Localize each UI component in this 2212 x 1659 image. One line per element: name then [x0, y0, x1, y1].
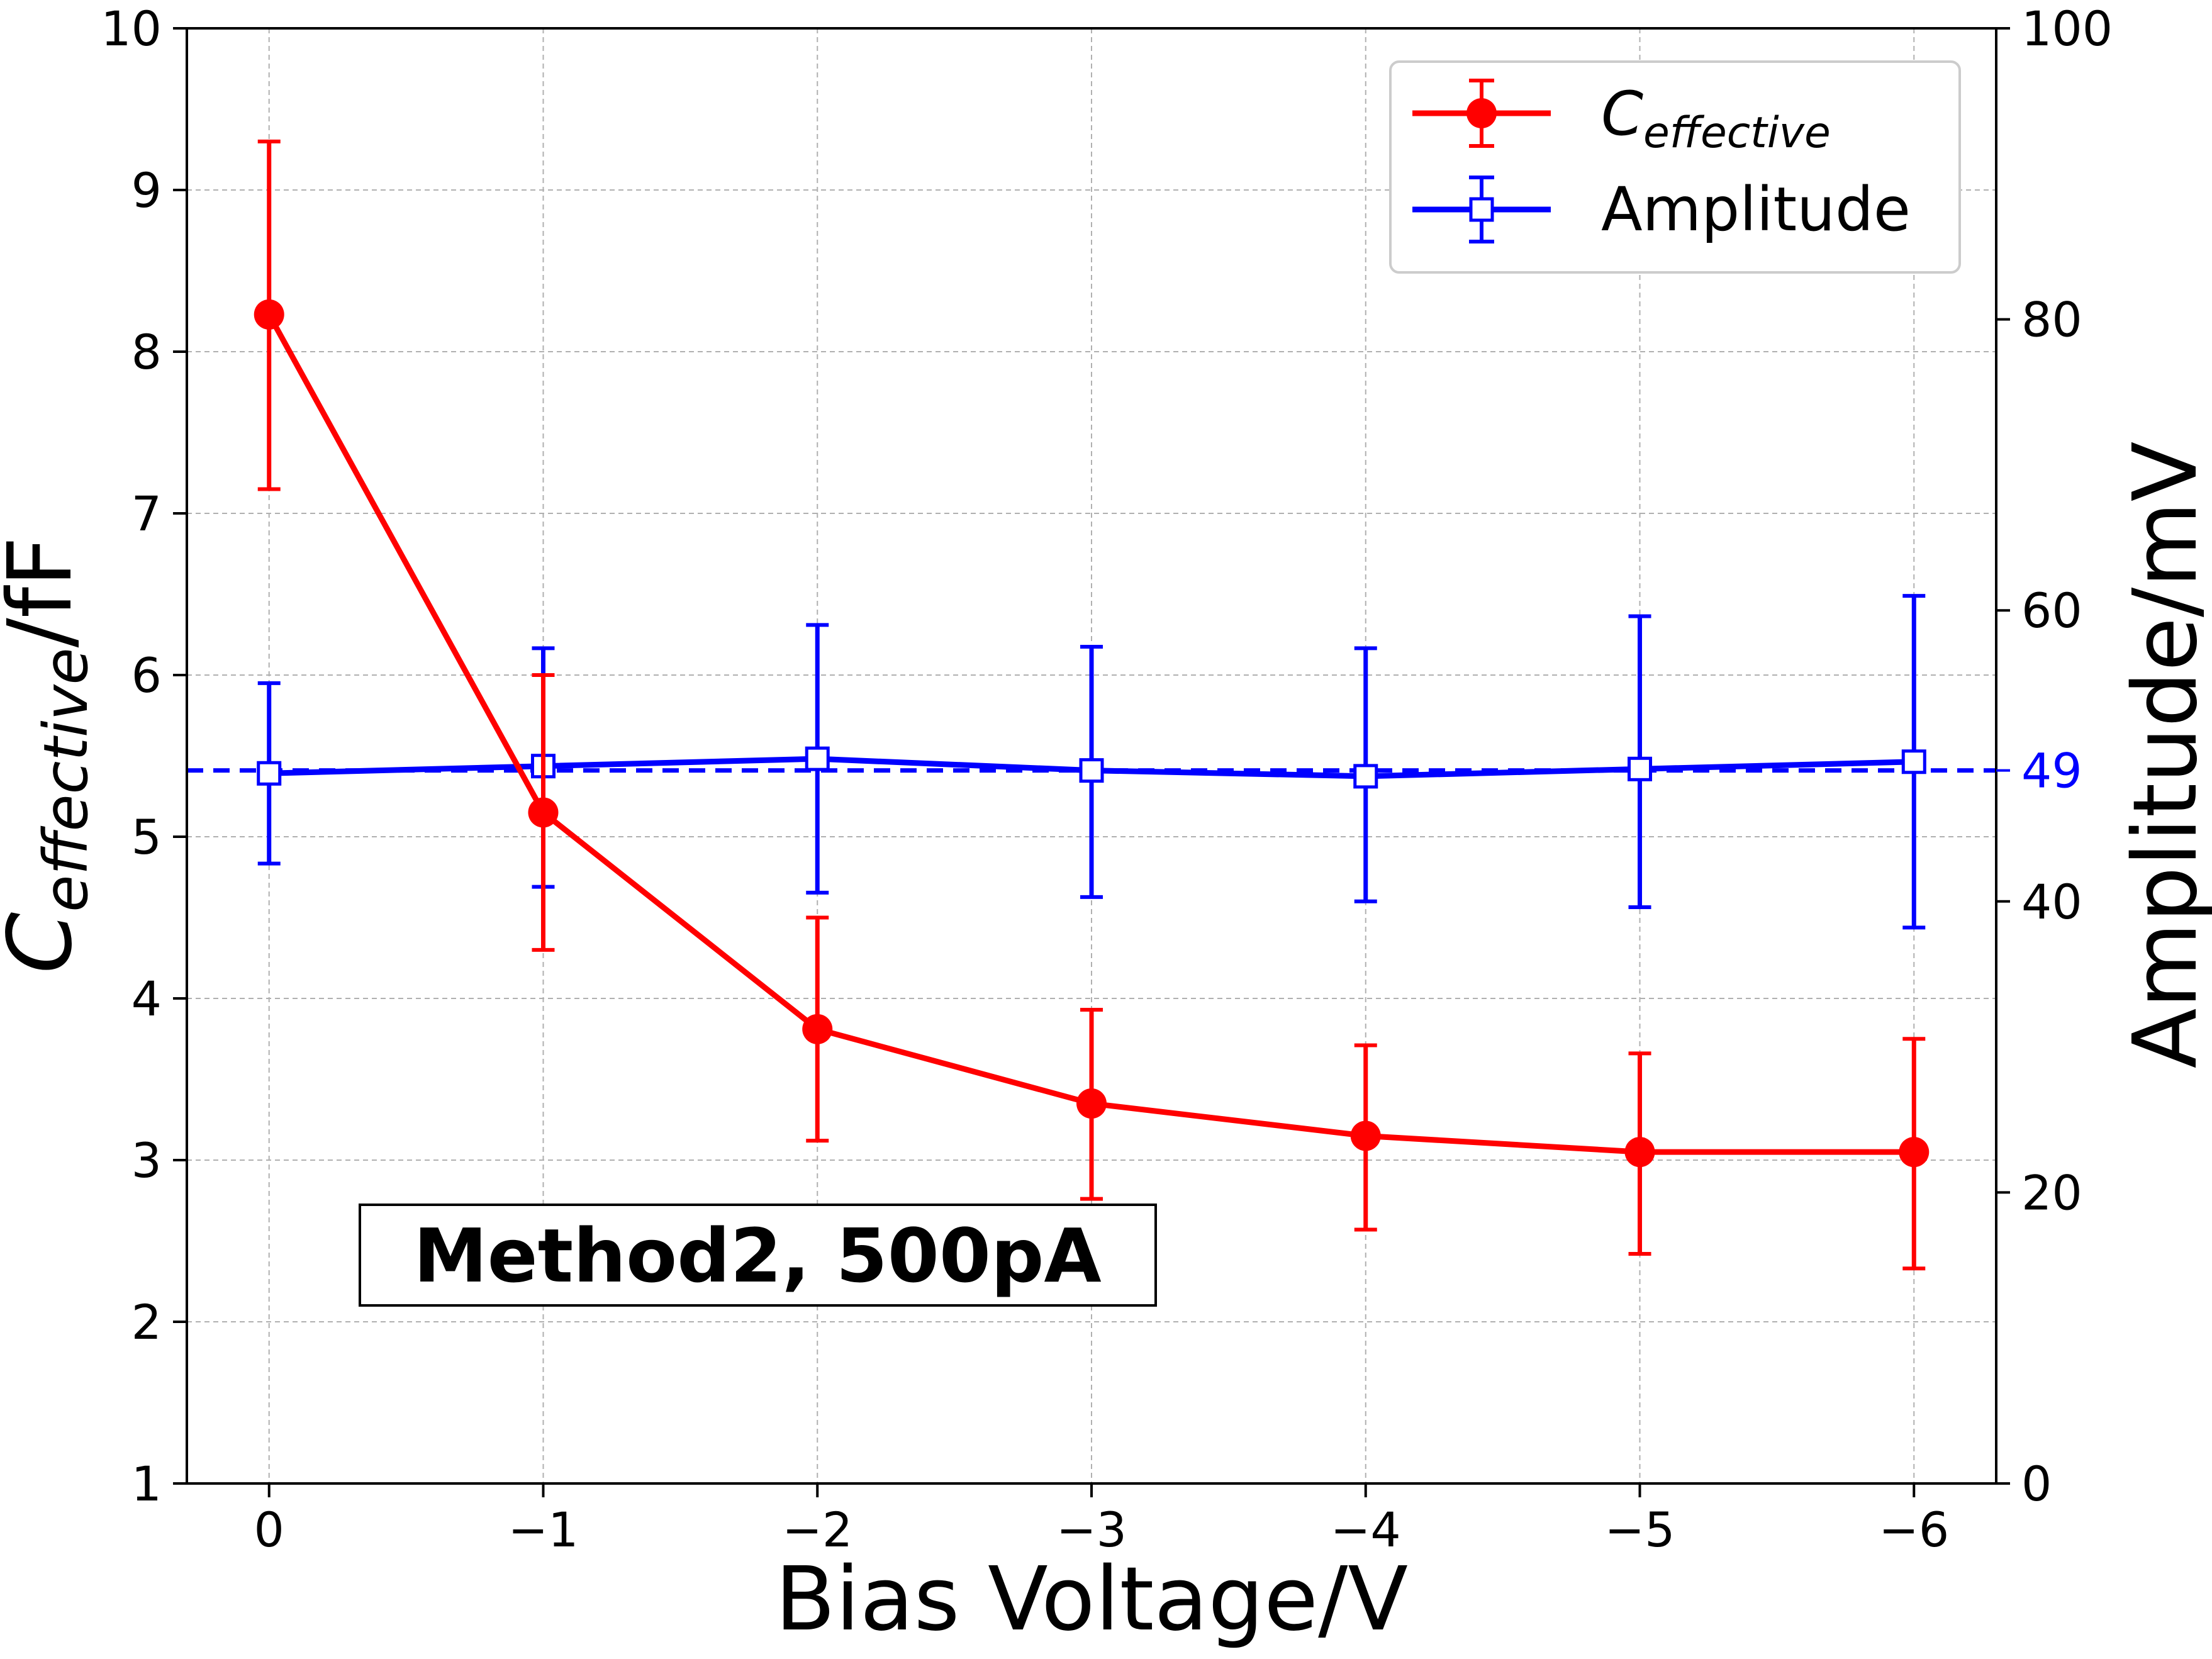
x-tick-label: −3: [1056, 1502, 1127, 1558]
x-tick-label: 0: [254, 1502, 284, 1558]
y-left-tick-label: 9: [131, 162, 162, 218]
data-point: [257, 761, 282, 786]
y-right-tick-label: 0: [2021, 1456, 2052, 1512]
x-axis-title: Bias Voltage/V: [775, 1548, 1408, 1651]
y-left-tick-label: 2: [131, 1294, 162, 1350]
series-layer: [254, 139, 1930, 1271]
data-point: [1353, 764, 1378, 789]
y-left-tick-label: 4: [131, 971, 162, 1027]
y-left-tick-label: 7: [131, 486, 162, 542]
data-point: [805, 746, 830, 771]
legend-swatch-amplitude: [1412, 176, 1551, 243]
y-right-tick-label: 20: [2021, 1165, 2082, 1221]
annotation-box: Method2, 500pA: [359, 1204, 1157, 1307]
y-left-tick-label: 5: [131, 809, 162, 865]
y-axis-right-title: Amplitude/mV: [2114, 442, 2212, 1069]
data-point: [1901, 749, 1926, 774]
y-left-tick-label: 10: [101, 1, 162, 57]
reference-tick-label: 49: [2021, 743, 2082, 799]
x-tick-label: −5: [1604, 1502, 1675, 1558]
y-left-tick-label: 6: [131, 647, 162, 703]
series-c-effective: [254, 139, 1930, 1271]
x-tick-label: −2: [782, 1502, 852, 1558]
x-tick-label: −1: [508, 1502, 578, 1558]
y-left-tick-label: 8: [131, 324, 162, 380]
y-left-tick-label: 3: [131, 1132, 162, 1188]
data-point: [1628, 756, 1653, 781]
y-right-tick-label: 80: [2021, 292, 2082, 348]
data-point: [1899, 1137, 1930, 1168]
axis-ticks: [173, 27, 2010, 1497]
data-point: [1079, 758, 1104, 783]
data-point: [1076, 1088, 1107, 1119]
legend: Ceffective Amplitude: [1389, 60, 1961, 274]
data-point: [528, 797, 559, 828]
data-point: [1350, 1120, 1381, 1151]
legend-swatch-c-effective: [1412, 79, 1551, 148]
y-axis-left-title: Ceffective/fF: [0, 536, 101, 973]
y-right-tick-label: 40: [2021, 874, 2082, 930]
data-point: [802, 1014, 833, 1044]
x-tick-label: −6: [1879, 1502, 1949, 1558]
legend-label-c-effective: Ceffective: [1601, 79, 1831, 158]
legend-label-amplitude: Amplitude: [1601, 174, 1911, 245]
data-point: [254, 299, 284, 330]
y-left-tick-label: 1: [131, 1456, 162, 1512]
annotation-text: Method2, 500pA: [413, 1212, 1102, 1299]
x-tick-label: −4: [1331, 1502, 1401, 1558]
y-right-tick-label: 60: [2021, 583, 2082, 639]
data-point: [1624, 1137, 1655, 1168]
y-right-tick-label: 100: [2021, 1, 2113, 57]
